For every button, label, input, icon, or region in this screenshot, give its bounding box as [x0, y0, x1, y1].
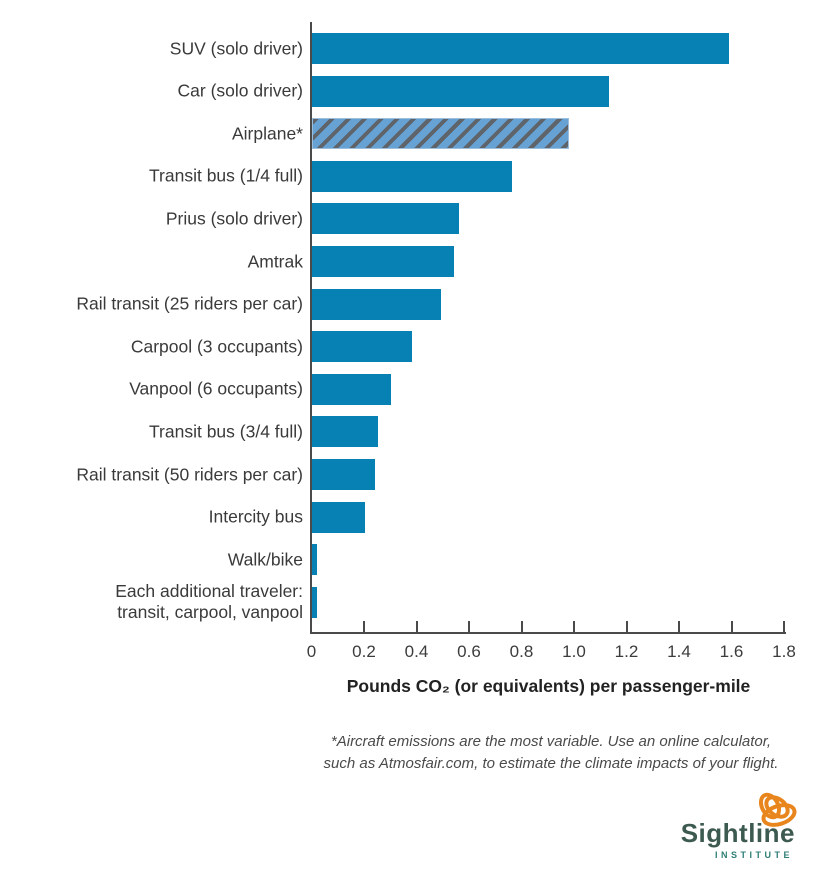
tick-label: 1.4 — [667, 642, 691, 661]
tick-label: 0 — [306, 642, 317, 661]
tick-mark — [783, 621, 785, 632]
tick-label: 1.8 — [772, 642, 796, 661]
tick-mark — [415, 621, 418, 632]
sightline-knot-icon — [758, 792, 797, 827]
tick-mark — [520, 621, 523, 632]
tick-label: 0.6 — [457, 642, 481, 661]
bar — [312, 203, 459, 235]
bar — [312, 331, 412, 363]
tick-mark — [678, 621, 680, 632]
bar — [312, 373, 391, 405]
category-label: Each additional traveler: transit, carpo… — [115, 581, 303, 623]
tick-label: 1.0 — [562, 642, 586, 661]
tick-mark — [363, 621, 365, 632]
tick-label: 1.2 — [614, 642, 639, 661]
sightline-logo: Sightline INSTITUTE — [635, 790, 797, 860]
category-label: Transit bus (1/4 full) — [149, 165, 303, 186]
bar — [312, 33, 730, 64]
bar — [312, 544, 318, 576]
tick-label: 0.2 — [352, 642, 376, 661]
category-label: Car (solo driver) — [177, 80, 303, 101]
footnote: *Aircraft emissions are the most variabl… — [323, 733, 779, 772]
category-label: Walk/bike — [227, 549, 303, 570]
category-label: Rail transit (25 riders per car) — [76, 293, 303, 314]
bar — [312, 416, 378, 448]
bar — [312, 246, 454, 277]
x-axis-title: Pounds CO₂ (or equivalents) per passenge… — [346, 676, 751, 696]
tick-label: 0.4 — [404, 642, 429, 661]
x-axis-line — [310, 632, 786, 634]
category-label: Amtrak — [247, 251, 303, 271]
category-label: Transit bus (3/4 full) — [149, 421, 303, 442]
tick-mark — [730, 621, 733, 632]
tick-label: 1.6 — [719, 642, 744, 661]
tick-mark — [573, 621, 575, 632]
tick-label: 0.8 — [509, 642, 534, 661]
category-label: Carpool (3 occupants) — [130, 336, 303, 357]
tick-mark — [468, 621, 470, 632]
category-label: Prius (solo driver) — [165, 208, 303, 229]
tick-mark — [625, 621, 628, 632]
bar — [312, 75, 609, 107]
bar — [312, 118, 569, 150]
bar — [312, 160, 512, 192]
bar — [312, 501, 365, 533]
y-axis-line — [310, 22, 312, 634]
category-label: Vanpool (6 occupants) — [129, 378, 303, 399]
bar — [312, 288, 441, 320]
bar — [312, 459, 375, 490]
logo-subtext: INSTITUTE — [715, 850, 793, 860]
category-label: Rail transit (50 riders per car) — [76, 464, 303, 484]
category-label: Intercity bus — [208, 506, 303, 527]
bar — [312, 586, 318, 618]
category-label: Airplane* — [231, 123, 303, 144]
category-label: SUV (solo driver) — [169, 38, 303, 58]
